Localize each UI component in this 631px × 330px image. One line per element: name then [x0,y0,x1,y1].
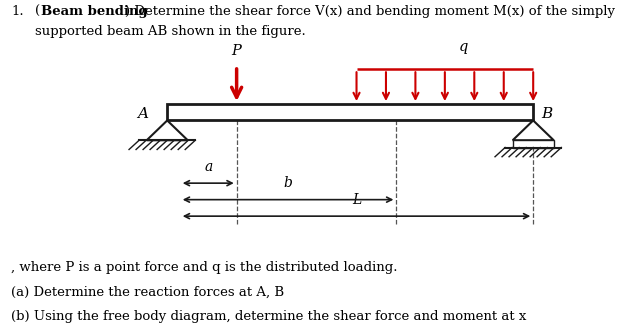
Text: Beam bending: Beam bending [41,5,148,18]
Text: , where P is a point force and q is the distributed loading.: , where P is a point force and q is the … [11,261,398,274]
Text: supported beam AB shown in the figure.: supported beam AB shown in the figure. [35,25,305,38]
Text: 1.: 1. [11,5,24,18]
Bar [512,140,554,148]
Text: L: L [352,193,361,207]
Text: (a) Determine the reaction forces at A, B: (a) Determine the reaction forces at A, … [11,285,285,298]
Text: ) Determine the shear force V(x) and bending moment M(x) of the simply: ) Determine the shear force V(x) and ben… [125,5,615,18]
Text: (b) Using the free body diagram, determine the shear force and moment at x: (b) Using the free body diagram, determi… [11,310,527,323]
Polygon shape [146,120,188,140]
Bar [167,104,533,120]
Text: (: ( [35,5,40,18]
Polygon shape [512,120,554,140]
Text: q: q [459,41,468,54]
Text: B: B [541,107,553,121]
Text: a: a [204,160,213,174]
Text: b: b [283,177,293,190]
Text: A: A [138,107,148,121]
Text: P: P [232,44,242,58]
